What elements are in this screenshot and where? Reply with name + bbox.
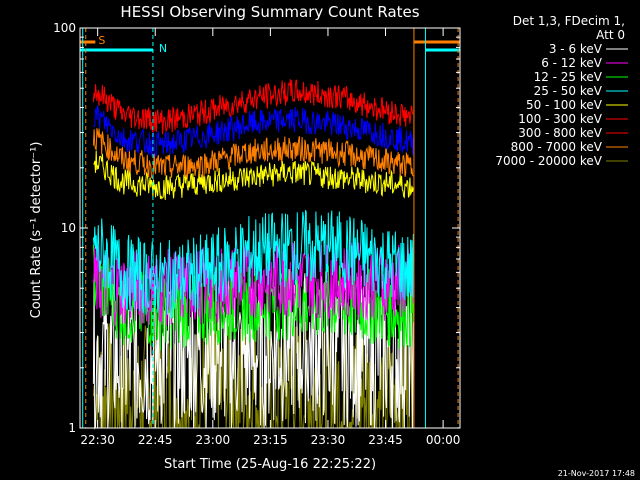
x-tick-label: 00:00 (426, 433, 461, 447)
y-axis-label: Count Rate (s⁻¹ detector⁻¹) (29, 142, 44, 319)
x-tick-label: 23:00 (196, 433, 231, 447)
y-tick-label: 100 (53, 21, 76, 35)
legend-item-label: 100 - 300 keV (518, 112, 602, 126)
chart-title: HESSI Observing Summary Count Rates (120, 3, 419, 21)
legend-item-label: 25 - 50 keV (534, 84, 603, 98)
x-tick-label: 23:30 (311, 433, 346, 447)
flag-label-n: N (159, 42, 167, 55)
legend-item-label: 12 - 25 keV (534, 70, 603, 84)
series-line-6-12keV (92, 240, 414, 326)
series-line-25-50keV (92, 210, 414, 319)
legend-item-label: 3 - 6 keV (549, 42, 603, 56)
timestamp: 21-Nov-2017 17:48 (558, 469, 635, 478)
legend-item-label: 300 - 800 keV (518, 126, 602, 140)
series-line-3-6keV (92, 269, 414, 430)
legend-item-label: 7000 - 20000 keV (495, 154, 602, 168)
y-tick-label: 1 (68, 421, 76, 435)
series-line-100-300keV (92, 79, 414, 135)
x-axis-label: Start Time (25-Aug-16 22:25:22) (164, 457, 376, 472)
series-line-50-100keV (93, 150, 414, 200)
x-tick-label: 23:45 (368, 433, 403, 447)
flag-label-s: S (98, 34, 105, 47)
legend-title: Det 1,3, FDecim 1, (513, 14, 625, 28)
legend-subtitle: Att 0 (596, 28, 625, 42)
legend-item-label: 800 - 7000 keV (511, 140, 603, 154)
x-tick-label: 22:30 (80, 433, 115, 447)
legend-item-label: 50 - 100 keV (526, 98, 603, 112)
series-marks (92, 79, 414, 430)
legend-item-label: 6 - 12 keV (541, 56, 603, 70)
series-line-800-7000keV (92, 128, 414, 180)
axes: 1 10 100 22:30 22:45 23:00 23:15 23:30 23:45 00:0… (53, 21, 461, 447)
x-tick-label: 22:45 (138, 433, 173, 447)
series-line-blue (93, 104, 414, 158)
x-tick-label: 23:15 (253, 433, 288, 447)
y-tick-label: 10 (61, 221, 76, 235)
